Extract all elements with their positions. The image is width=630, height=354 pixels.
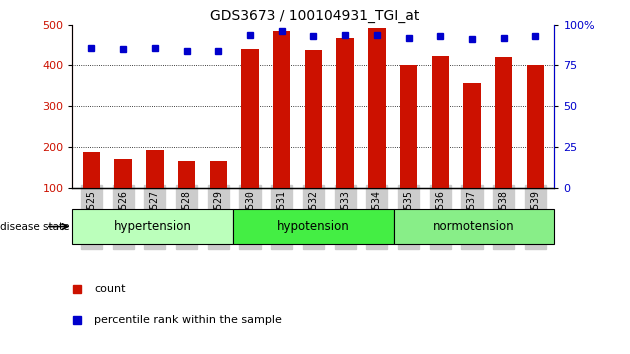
Bar [495,57,512,188]
Bar [463,82,481,188]
Text: count: count [94,284,125,293]
Text: disease state: disease state [0,222,69,232]
Bar [115,159,132,188]
Bar [305,50,322,188]
Bar [241,49,259,188]
Bar [178,161,195,188]
Bar [527,65,544,188]
Bar [146,150,164,188]
Bar [394,209,554,244]
Text: GDS3673 / 100104931_TGI_at: GDS3673 / 100104931_TGI_at [210,9,420,23]
Text: hypertension: hypertension [114,220,192,233]
Bar [336,38,354,188]
Bar [273,31,290,188]
Bar [233,209,394,244]
Bar [368,28,386,188]
Bar [400,65,417,188]
Bar [83,152,100,188]
Text: percentile rank within the sample: percentile rank within the sample [94,315,282,325]
Bar [432,56,449,188]
Text: hypotension: hypotension [277,220,350,233]
Bar [72,209,233,244]
Text: normotension: normotension [433,220,515,233]
Bar [210,161,227,188]
